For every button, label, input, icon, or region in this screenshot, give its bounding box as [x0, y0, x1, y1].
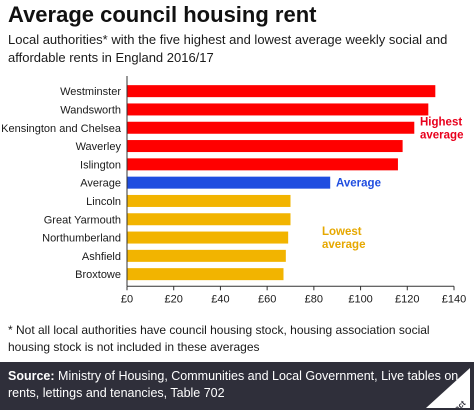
- category-label: Kensington and Chelsea: [1, 123, 122, 135]
- footnote: * Not all local authorities have council…: [8, 323, 430, 354]
- category-label: Westminster: [60, 86, 121, 98]
- x-tick-label: £60: [258, 293, 276, 305]
- source-bar: Source: Ministry of Housing, Communities…: [0, 362, 474, 410]
- category-label: Broxtowe: [75, 269, 121, 281]
- bar-westminster: [127, 85, 436, 98]
- bar-average: [127, 176, 331, 189]
- x-tick-label: £20: [165, 293, 183, 305]
- x-tick-label: £0: [121, 293, 133, 305]
- category-label: Islington: [80, 159, 121, 171]
- x-tick-label: £140: [442, 293, 466, 305]
- bar-islington: [127, 158, 398, 171]
- category-label: Great Yarmouth: [44, 214, 121, 226]
- bar-lincoln: [127, 194, 291, 207]
- bar-waverley: [127, 140, 403, 153]
- category-label: Waverley: [76, 141, 122, 153]
- bar-ashfield: [127, 249, 286, 262]
- bar-wandsworth: [127, 103, 429, 116]
- chart-subtitle: Local authorities* with the five highest…: [8, 32, 448, 65]
- category-label: Average: [80, 178, 121, 190]
- bar-great-yarmouth: [127, 213, 291, 226]
- group-label-lowest: average: [322, 239, 365, 251]
- x-tick-label: £40: [211, 293, 229, 305]
- full-fact-logo-icon: Full Fact: [426, 368, 470, 408]
- group-label-highest: average: [420, 129, 463, 141]
- category-label: Lincoln: [86, 196, 121, 208]
- source-text: Ministry of Housing, Communities and Loc…: [8, 369, 459, 400]
- chart-title: Average council housing rent: [8, 2, 317, 27]
- category-label: Ashfield: [82, 251, 121, 263]
- x-tick-label: £80: [305, 293, 323, 305]
- group-label-lowest: Lowest: [322, 226, 362, 238]
- category-label: Northumberland: [42, 233, 121, 245]
- bar-kensington-and-chelsea: [127, 121, 415, 134]
- x-tick-label: £120: [395, 293, 419, 305]
- x-tick-label: £100: [348, 293, 372, 305]
- group-label-highest: Highest: [420, 116, 462, 128]
- category-label: Wandsworth: [60, 104, 121, 116]
- group-label-average: Average: [336, 178, 381, 190]
- bar-chart: Westminster Wandsworth Kensington and Chel…: [1, 76, 466, 305]
- bar-broxtowe: [127, 268, 284, 281]
- source-label: Source:: [8, 369, 55, 383]
- bar-northumberland: [127, 231, 289, 244]
